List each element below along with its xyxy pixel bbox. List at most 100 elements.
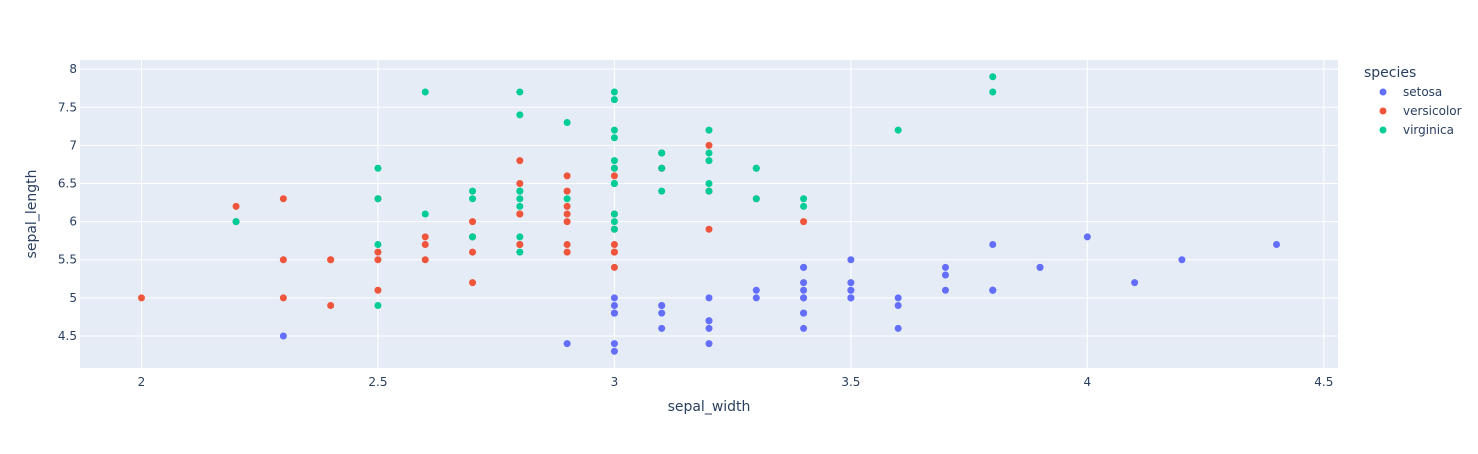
point-versicolor[interactable] xyxy=(469,279,477,287)
point-virginica[interactable] xyxy=(610,96,618,104)
legend[interactable]: species setosa versicolor virginica xyxy=(1364,65,1462,137)
point-versicolor[interactable] xyxy=(563,187,571,195)
point-setosa[interactable] xyxy=(800,324,808,332)
point-versicolor[interactable] xyxy=(705,141,713,149)
point-setosa[interactable] xyxy=(847,256,855,264)
point-virginica[interactable] xyxy=(374,301,382,309)
point-setosa[interactable] xyxy=(610,309,618,317)
point-versicolor[interactable] xyxy=(563,240,571,248)
point-setosa[interactable] xyxy=(279,332,287,340)
point-versicolor[interactable] xyxy=(705,225,713,233)
point-versicolor[interactable] xyxy=(563,218,571,226)
point-versicolor[interactable] xyxy=(469,218,477,226)
point-setosa[interactable] xyxy=(1083,233,1091,241)
point-versicolor[interactable] xyxy=(421,233,429,241)
point-virginica[interactable] xyxy=(469,233,477,241)
point-versicolor[interactable] xyxy=(610,172,618,180)
point-setosa[interactable] xyxy=(658,301,666,309)
point-virginica[interactable] xyxy=(516,88,524,96)
point-virginica[interactable] xyxy=(610,210,618,218)
point-setosa[interactable] xyxy=(989,286,997,294)
point-virginica[interactable] xyxy=(516,233,524,241)
point-setosa[interactable] xyxy=(610,340,618,348)
point-versicolor[interactable] xyxy=(421,256,429,264)
point-setosa[interactable] xyxy=(752,286,760,294)
point-virginica[interactable] xyxy=(610,218,618,226)
point-versicolor[interactable] xyxy=(279,256,287,264)
point-virginica[interactable] xyxy=(705,149,713,157)
point-virginica[interactable] xyxy=(610,157,618,165)
point-versicolor[interactable] xyxy=(563,210,571,218)
point-versicolor[interactable] xyxy=(516,240,524,248)
point-versicolor[interactable] xyxy=(469,248,477,256)
point-virginica[interactable] xyxy=(705,126,713,134)
point-virginica[interactable] xyxy=(658,187,666,195)
point-versicolor[interactable] xyxy=(563,248,571,256)
point-versicolor[interactable] xyxy=(516,157,524,165)
point-virginica[interactable] xyxy=(469,195,477,203)
point-virginica[interactable] xyxy=(800,202,808,210)
point-setosa[interactable] xyxy=(1273,240,1281,248)
point-setosa[interactable] xyxy=(894,324,902,332)
point-setosa[interactable] xyxy=(941,263,949,271)
point-versicolor[interactable] xyxy=(374,286,382,294)
point-virginica[interactable] xyxy=(374,195,382,203)
point-virginica[interactable] xyxy=(800,195,808,203)
point-setosa[interactable] xyxy=(800,309,808,317)
point-setosa[interactable] xyxy=(705,317,713,325)
point-setosa[interactable] xyxy=(800,263,808,271)
point-setosa[interactable] xyxy=(610,347,618,355)
point-virginica[interactable] xyxy=(374,240,382,248)
legend-item-virginica[interactable]: virginica xyxy=(1379,123,1455,137)
point-virginica[interactable] xyxy=(705,187,713,195)
legend-item-versicolor[interactable]: versicolor xyxy=(1379,104,1462,118)
point-virginica[interactable] xyxy=(563,119,571,127)
point-versicolor[interactable] xyxy=(610,263,618,271)
point-virginica[interactable] xyxy=(374,164,382,172)
point-virginica[interactable] xyxy=(232,218,240,226)
point-versicolor[interactable] xyxy=(610,248,618,256)
point-setosa[interactable] xyxy=(847,286,855,294)
point-virginica[interactable] xyxy=(894,126,902,134)
point-setosa[interactable] xyxy=(800,279,808,287)
point-setosa[interactable] xyxy=(989,240,997,248)
point-versicolor[interactable] xyxy=(516,180,524,188)
point-virginica[interactable] xyxy=(421,88,429,96)
point-virginica[interactable] xyxy=(610,164,618,172)
point-versicolor[interactable] xyxy=(563,172,571,180)
point-virginica[interactable] xyxy=(516,195,524,203)
point-setosa[interactable] xyxy=(610,301,618,309)
point-setosa[interactable] xyxy=(1178,256,1186,264)
point-versicolor[interactable] xyxy=(279,294,287,302)
point-versicolor[interactable] xyxy=(327,301,335,309)
point-setosa[interactable] xyxy=(1131,279,1139,287)
point-setosa[interactable] xyxy=(705,340,713,348)
point-virginica[interactable] xyxy=(610,180,618,188)
point-versicolor[interactable] xyxy=(232,202,240,210)
point-virginica[interactable] xyxy=(989,88,997,96)
point-setosa[interactable] xyxy=(658,324,666,332)
point-virginica[interactable] xyxy=(658,164,666,172)
point-setosa[interactable] xyxy=(800,286,808,294)
point-versicolor[interactable] xyxy=(800,218,808,226)
point-setosa[interactable] xyxy=(800,294,808,302)
point-setosa[interactable] xyxy=(847,294,855,302)
point-virginica[interactable] xyxy=(989,73,997,81)
point-versicolor[interactable] xyxy=(374,248,382,256)
point-setosa[interactable] xyxy=(705,324,713,332)
point-versicolor[interactable] xyxy=(516,210,524,218)
point-virginica[interactable] xyxy=(705,157,713,165)
point-setosa[interactable] xyxy=(894,301,902,309)
point-virginica[interactable] xyxy=(421,210,429,218)
point-versicolor[interactable] xyxy=(563,202,571,210)
point-virginica[interactable] xyxy=(610,225,618,233)
point-setosa[interactable] xyxy=(941,271,949,279)
point-versicolor[interactable] xyxy=(374,256,382,264)
point-setosa[interactable] xyxy=(610,294,618,302)
point-virginica[interactable] xyxy=(563,195,571,203)
legend-items[interactable]: setosa versicolor virginica xyxy=(1379,85,1462,137)
point-setosa[interactable] xyxy=(658,309,666,317)
point-virginica[interactable] xyxy=(516,187,524,195)
point-versicolor[interactable] xyxy=(421,240,429,248)
point-virginica[interactable] xyxy=(752,164,760,172)
